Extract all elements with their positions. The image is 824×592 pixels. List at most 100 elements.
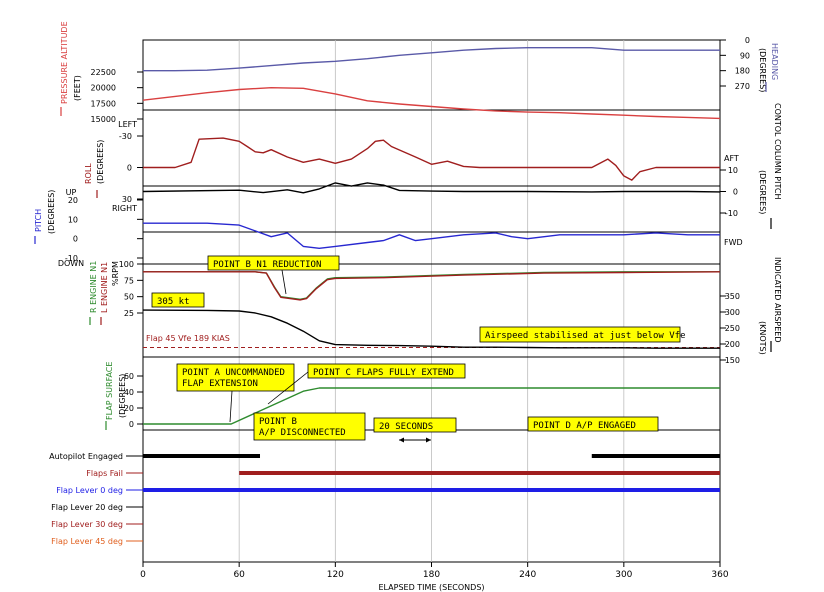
x-tick-label: 300 [615, 570, 632, 580]
twenty-seconds-arrow-right [426, 437, 431, 443]
callout-point-d-text: POINT D A/P ENGAGED [533, 421, 636, 431]
callout-point-b-n1-text: POINT B N1 REDUCTION [213, 260, 321, 270]
series-heading [143, 47, 720, 72]
r-engine-n1-title: R ENGINE N1 [89, 261, 98, 313]
n1-axis-unit: %RPM [111, 261, 120, 286]
ias-tick-label: 150 [725, 356, 740, 365]
callout-305-kt-box [151, 292, 205, 308]
n1-tick-label: 50 [124, 293, 134, 302]
column-axis-title: CONTOL COLUMN PITCH [773, 103, 782, 199]
roll-right-word: RIGHT [112, 204, 137, 213]
heading-tick-label: 180 [735, 67, 750, 76]
series-roll [143, 137, 720, 181]
ias-axis-unit: (KNOTS) [758, 321, 767, 355]
flap-tick-label: 20 [124, 404, 134, 413]
callout-point-a-text: POINT A UNCOMMANDED [182, 368, 285, 378]
pitch-tick-label: 20 [68, 196, 78, 205]
roll-axis-title: ROLL [84, 163, 93, 184]
x-tick-label: 0 [140, 570, 146, 580]
pitch-tick-label: 10 [68, 215, 78, 224]
callout-305-kt-text: 305 kt [157, 297, 190, 307]
discrete-label: Autopilot Engaged [49, 452, 123, 461]
column-tick-label: 10 [728, 166, 738, 175]
flap-tick-label: 40 [124, 388, 134, 397]
altitude-tick-label: 17500 [91, 99, 116, 108]
callout-point-a-text-2: FLAP EXTENSION [182, 379, 258, 389]
callout-point-b-n1-box [207, 255, 340, 271]
flap-axis-title: FLAP SURFACE [105, 362, 114, 420]
pitch-axis-unit: (DEGREES) [47, 190, 56, 234]
ias-tick-label: 350 [725, 292, 740, 301]
series-l-engine-n1 [143, 271, 721, 301]
roll-tick-label: -30 [119, 132, 132, 141]
heading-tick-label: 0 [745, 36, 750, 45]
pitch-tick-label: -10 [65, 254, 78, 263]
x-tick-label: 240 [519, 570, 536, 580]
n1-tick-label: 100 [119, 260, 134, 269]
roll-left-word: LEFT [118, 120, 137, 129]
callout-point-d-box [527, 416, 659, 432]
callout-point-a-leader [229, 390, 233, 423]
column-aft-word: AFT [724, 154, 739, 163]
callout-point-b-ap-text: POINT B [259, 417, 297, 427]
ias-tick-label: 300 [725, 308, 740, 317]
ias-tick-label: 250 [725, 324, 740, 333]
callout-20-seconds-box [373, 417, 457, 433]
x-tick-label: 180 [423, 570, 440, 580]
x-tick-label: 360 [711, 570, 728, 580]
discrete-label: Flaps Fail [86, 469, 123, 478]
discrete-label: Flap Lever 30 deg [51, 520, 123, 529]
column-tick-label: -10 [725, 209, 738, 218]
callout-point-c-text: POINT C FLAPS FULLY EXTEND [313, 368, 454, 378]
callout-point-b-ap-box [253, 412, 366, 441]
altitude-tick-label: 20000 [91, 84, 116, 93]
flap-axis-unit: (DEGREES) [118, 374, 127, 418]
callout-point-c-leader [267, 371, 309, 405]
series-pitch [143, 222, 720, 250]
ias-tick-label: 200 [725, 340, 740, 349]
altitude-axis-title: PRESSURE ALTITUDE [60, 21, 69, 104]
heading-tick-label: 90 [740, 51, 750, 60]
series-indicated-airspeed [142, 309, 720, 349]
flap-tick-label: 0 [129, 420, 134, 429]
x-tick-label: 60 [233, 570, 245, 580]
n1-tick-label: 25 [124, 309, 134, 318]
callout-point-c-box [307, 363, 466, 379]
vfe-label: Flap 45 Vfe 189 KIAS [146, 334, 230, 343]
x-tick-label: 120 [327, 570, 344, 580]
discrete-label: Flap Lever 0 deg [56, 486, 123, 495]
roll-tick-label: 0 [127, 164, 132, 173]
callout-point-b-n1-leader [281, 269, 287, 295]
column-axis-unit: (DEGREES) [758, 170, 767, 214]
series-flap-surface [143, 387, 720, 425]
pitch-down-word: DOWN [58, 259, 84, 268]
roll-axis-unit: (DEGREES) [96, 140, 105, 184]
pitch-tick-label: 0 [73, 235, 78, 244]
heading-tick-label: 270 [735, 82, 750, 91]
twenty-seconds-arrow-left [399, 437, 404, 443]
heading-axis-title: HEADING [770, 43, 779, 80]
flap-tick-label: 60 [124, 372, 134, 381]
discrete-label: Flap Lever 20 deg [51, 503, 123, 512]
discrete-label: Flap Lever 45 deg [51, 537, 123, 546]
altitude-tick-label: 15000 [91, 115, 116, 124]
heading-axis-unit: (DEGREES) [758, 48, 767, 92]
callout-airspeed-stabilised-box [479, 326, 681, 343]
altitude-tick-label: 22500 [91, 68, 116, 77]
series-contol-column-pitch [142, 182, 721, 194]
column-fwd-word: FWD [724, 238, 743, 247]
altitude-axis-unit: (FEET) [73, 75, 82, 101]
callout-point-b-ap-text-2: A/P DISCONNECTED [259, 428, 346, 438]
callout-20-seconds-text: 20 SECONDS [379, 422, 433, 432]
pitch-up-word: UP [66, 188, 77, 197]
n1-tick-label: 75 [124, 276, 134, 285]
ias-axis-title: INDICATED AIRSPEED [773, 257, 782, 343]
series-pressure-altitude [142, 86, 721, 120]
column-tick-label: 0 [733, 188, 738, 197]
l-engine-n1-title: L ENGINE N1 [100, 262, 109, 313]
x-axis-title: ELAPSED TIME (SECONDS) [378, 583, 484, 592]
pitch-axis-title: PITCH [34, 209, 43, 232]
roll-tick-label: 30 [122, 195, 132, 204]
callout-airspeed-stabilised-text: Airspeed stabilised at just below Vfe [485, 331, 685, 341]
